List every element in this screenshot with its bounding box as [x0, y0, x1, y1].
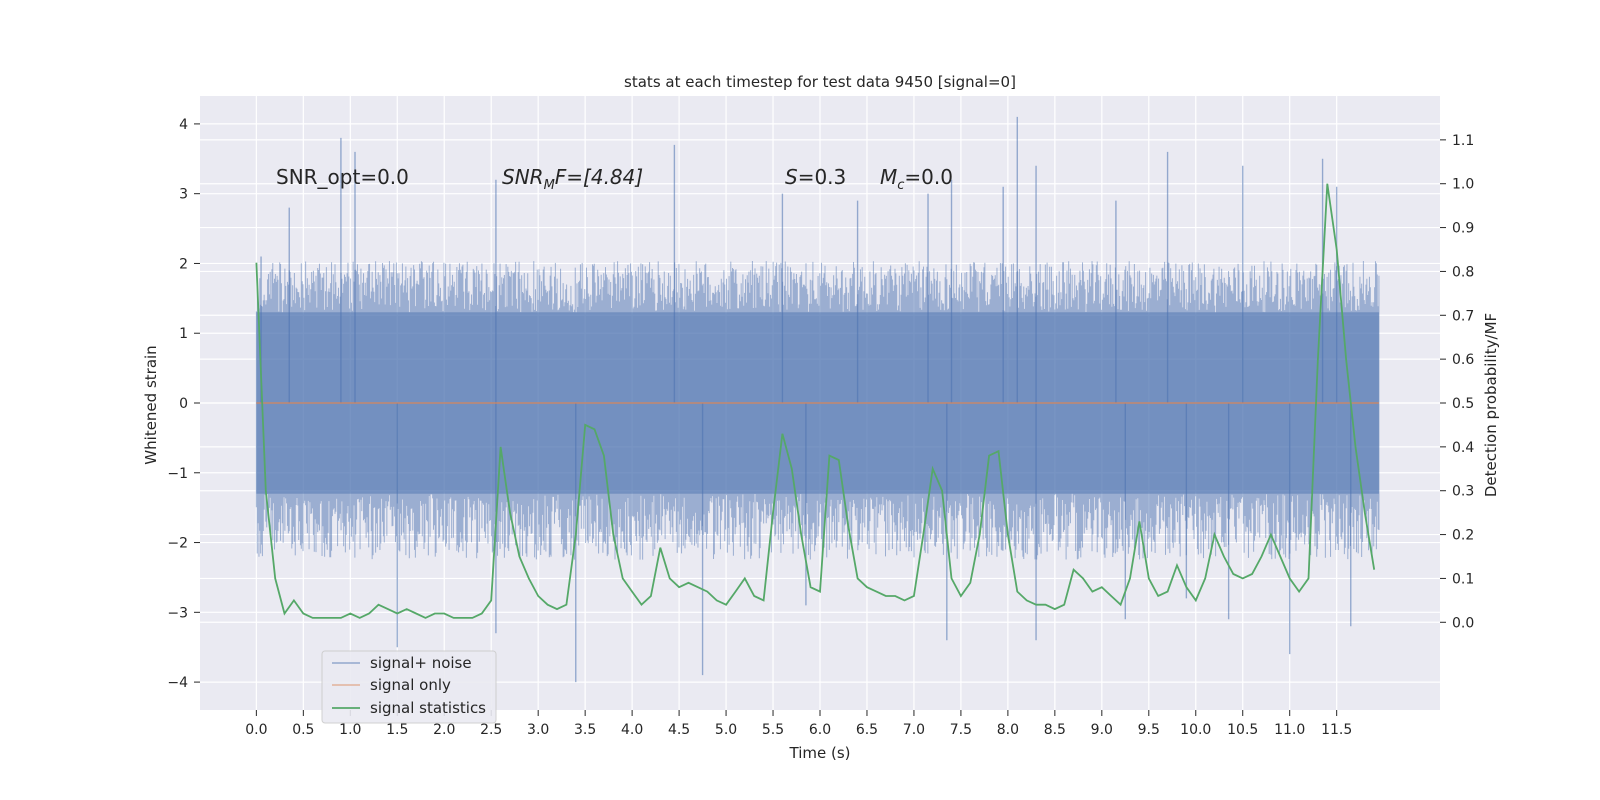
- y-right-tick-label: 0.4: [1452, 440, 1474, 456]
- annotation-snr-mf: SNRMF=[4.84]: [502, 165, 643, 193]
- annotation-snr-opt: SNR_opt=0.0: [276, 165, 409, 189]
- x-tick-label: 6.0: [809, 722, 831, 738]
- x-tick-label: 11.0: [1274, 722, 1305, 738]
- y-right-tick-label: 0.1: [1452, 571, 1474, 587]
- y-right-axis-label: Detection probability/MF: [1482, 313, 1500, 497]
- x-tick-label: 6.5: [856, 722, 878, 738]
- legend-label-signal-only: signal only: [370, 676, 451, 694]
- x-tick-label: 1.0: [339, 722, 361, 738]
- y-right-tick-label: 0.2: [1452, 528, 1474, 544]
- legend: signal+ noise signal only signal statist…: [321, 650, 497, 724]
- y-right-tick-label: 0.3: [1452, 484, 1474, 500]
- y-right-tick-label: 0.0: [1452, 615, 1474, 631]
- x-tick-label: 9.0: [1091, 722, 1113, 738]
- annotation-s: S=0.3: [785, 165, 846, 189]
- x-tick-label: 10.5: [1227, 722, 1258, 738]
- x-tick-label: 5.5: [762, 722, 784, 738]
- x-tick-label: 5.0: [715, 722, 737, 738]
- y-left-axis-ticks: 4 3 2 1 0 −1 −2 −3 −4: [167, 117, 200, 691]
- y-right-tick-label: 0.7: [1452, 308, 1474, 324]
- y-left-tick-label: 4: [179, 117, 188, 133]
- x-tick-label: 4.5: [668, 722, 690, 738]
- y-right-tick-label: 0.8: [1452, 264, 1474, 280]
- series-signal-statistics: [255, 183, 1376, 619]
- x-axis-ticks: 0.0 0.5 1.0 1.5 2.0 2.5 3.0 3.5 4.0 4.5 5.0 5.5 6.0 6…: [245, 710, 1352, 738]
- y-right-axis-ticks: 1.1 1.0 0.9 0.8 0.7 0.6 0.5 0.4 0.3 0.2 0.1 0.0: [1440, 133, 1474, 631]
- legend-box: [321, 650, 497, 724]
- x-tick-label: 1.5: [386, 722, 408, 738]
- x-tick-label: 7.0: [903, 722, 925, 738]
- legend-label-signal-statistics: signal statistics: [370, 699, 486, 717]
- x-tick-label: 3.0: [527, 722, 549, 738]
- legend-label-signal-noise: signal+ noise: [370, 654, 472, 672]
- x-tick-label: 8.5: [1044, 722, 1066, 738]
- x-tick-label: 10.0: [1180, 722, 1211, 738]
- y-left-tick-label: −1: [167, 466, 188, 482]
- x-tick-label: 2.0: [433, 722, 455, 738]
- x-tick-label: 11.5: [1321, 722, 1352, 738]
- chart-title: stats at each timestep for test data 945…: [624, 73, 1016, 91]
- annotation-mc: Mc=0.0: [880, 165, 953, 193]
- y-left-axis-label: Whitened strain: [142, 345, 160, 464]
- y-left-tick-label: 3: [179, 187, 188, 203]
- y-left-tick-label: 0: [179, 396, 188, 412]
- x-tick-label: 0.0: [245, 722, 267, 738]
- x-tick-label: 4.0: [621, 722, 643, 738]
- y-left-tick-label: 1: [179, 326, 188, 342]
- y-right-tick-label: 1.1: [1452, 133, 1474, 149]
- y-right-tick-label: 0.6: [1452, 352, 1474, 368]
- y-left-tick-label: −3: [167, 605, 188, 621]
- x-tick-label: 7.5: [950, 722, 972, 738]
- x-axis-label: Time (s): [789, 744, 851, 762]
- y-right-tick-label: 0.9: [1452, 221, 1474, 237]
- x-tick-label: 8.0: [997, 722, 1019, 738]
- x-tick-label: 3.5: [574, 722, 596, 738]
- y-right-tick-label: 1.0: [1452, 177, 1474, 193]
- x-tick-label: 0.5: [292, 722, 314, 738]
- y-right-tick-label: 0.5: [1452, 396, 1474, 412]
- y-left-tick-label: −4: [167, 675, 188, 691]
- x-tick-label: 9.5: [1138, 722, 1160, 738]
- x-tick-label: 2.5: [480, 722, 502, 738]
- y-left-tick-label: −2: [167, 536, 188, 552]
- y-left-tick-label: 2: [179, 256, 188, 272]
